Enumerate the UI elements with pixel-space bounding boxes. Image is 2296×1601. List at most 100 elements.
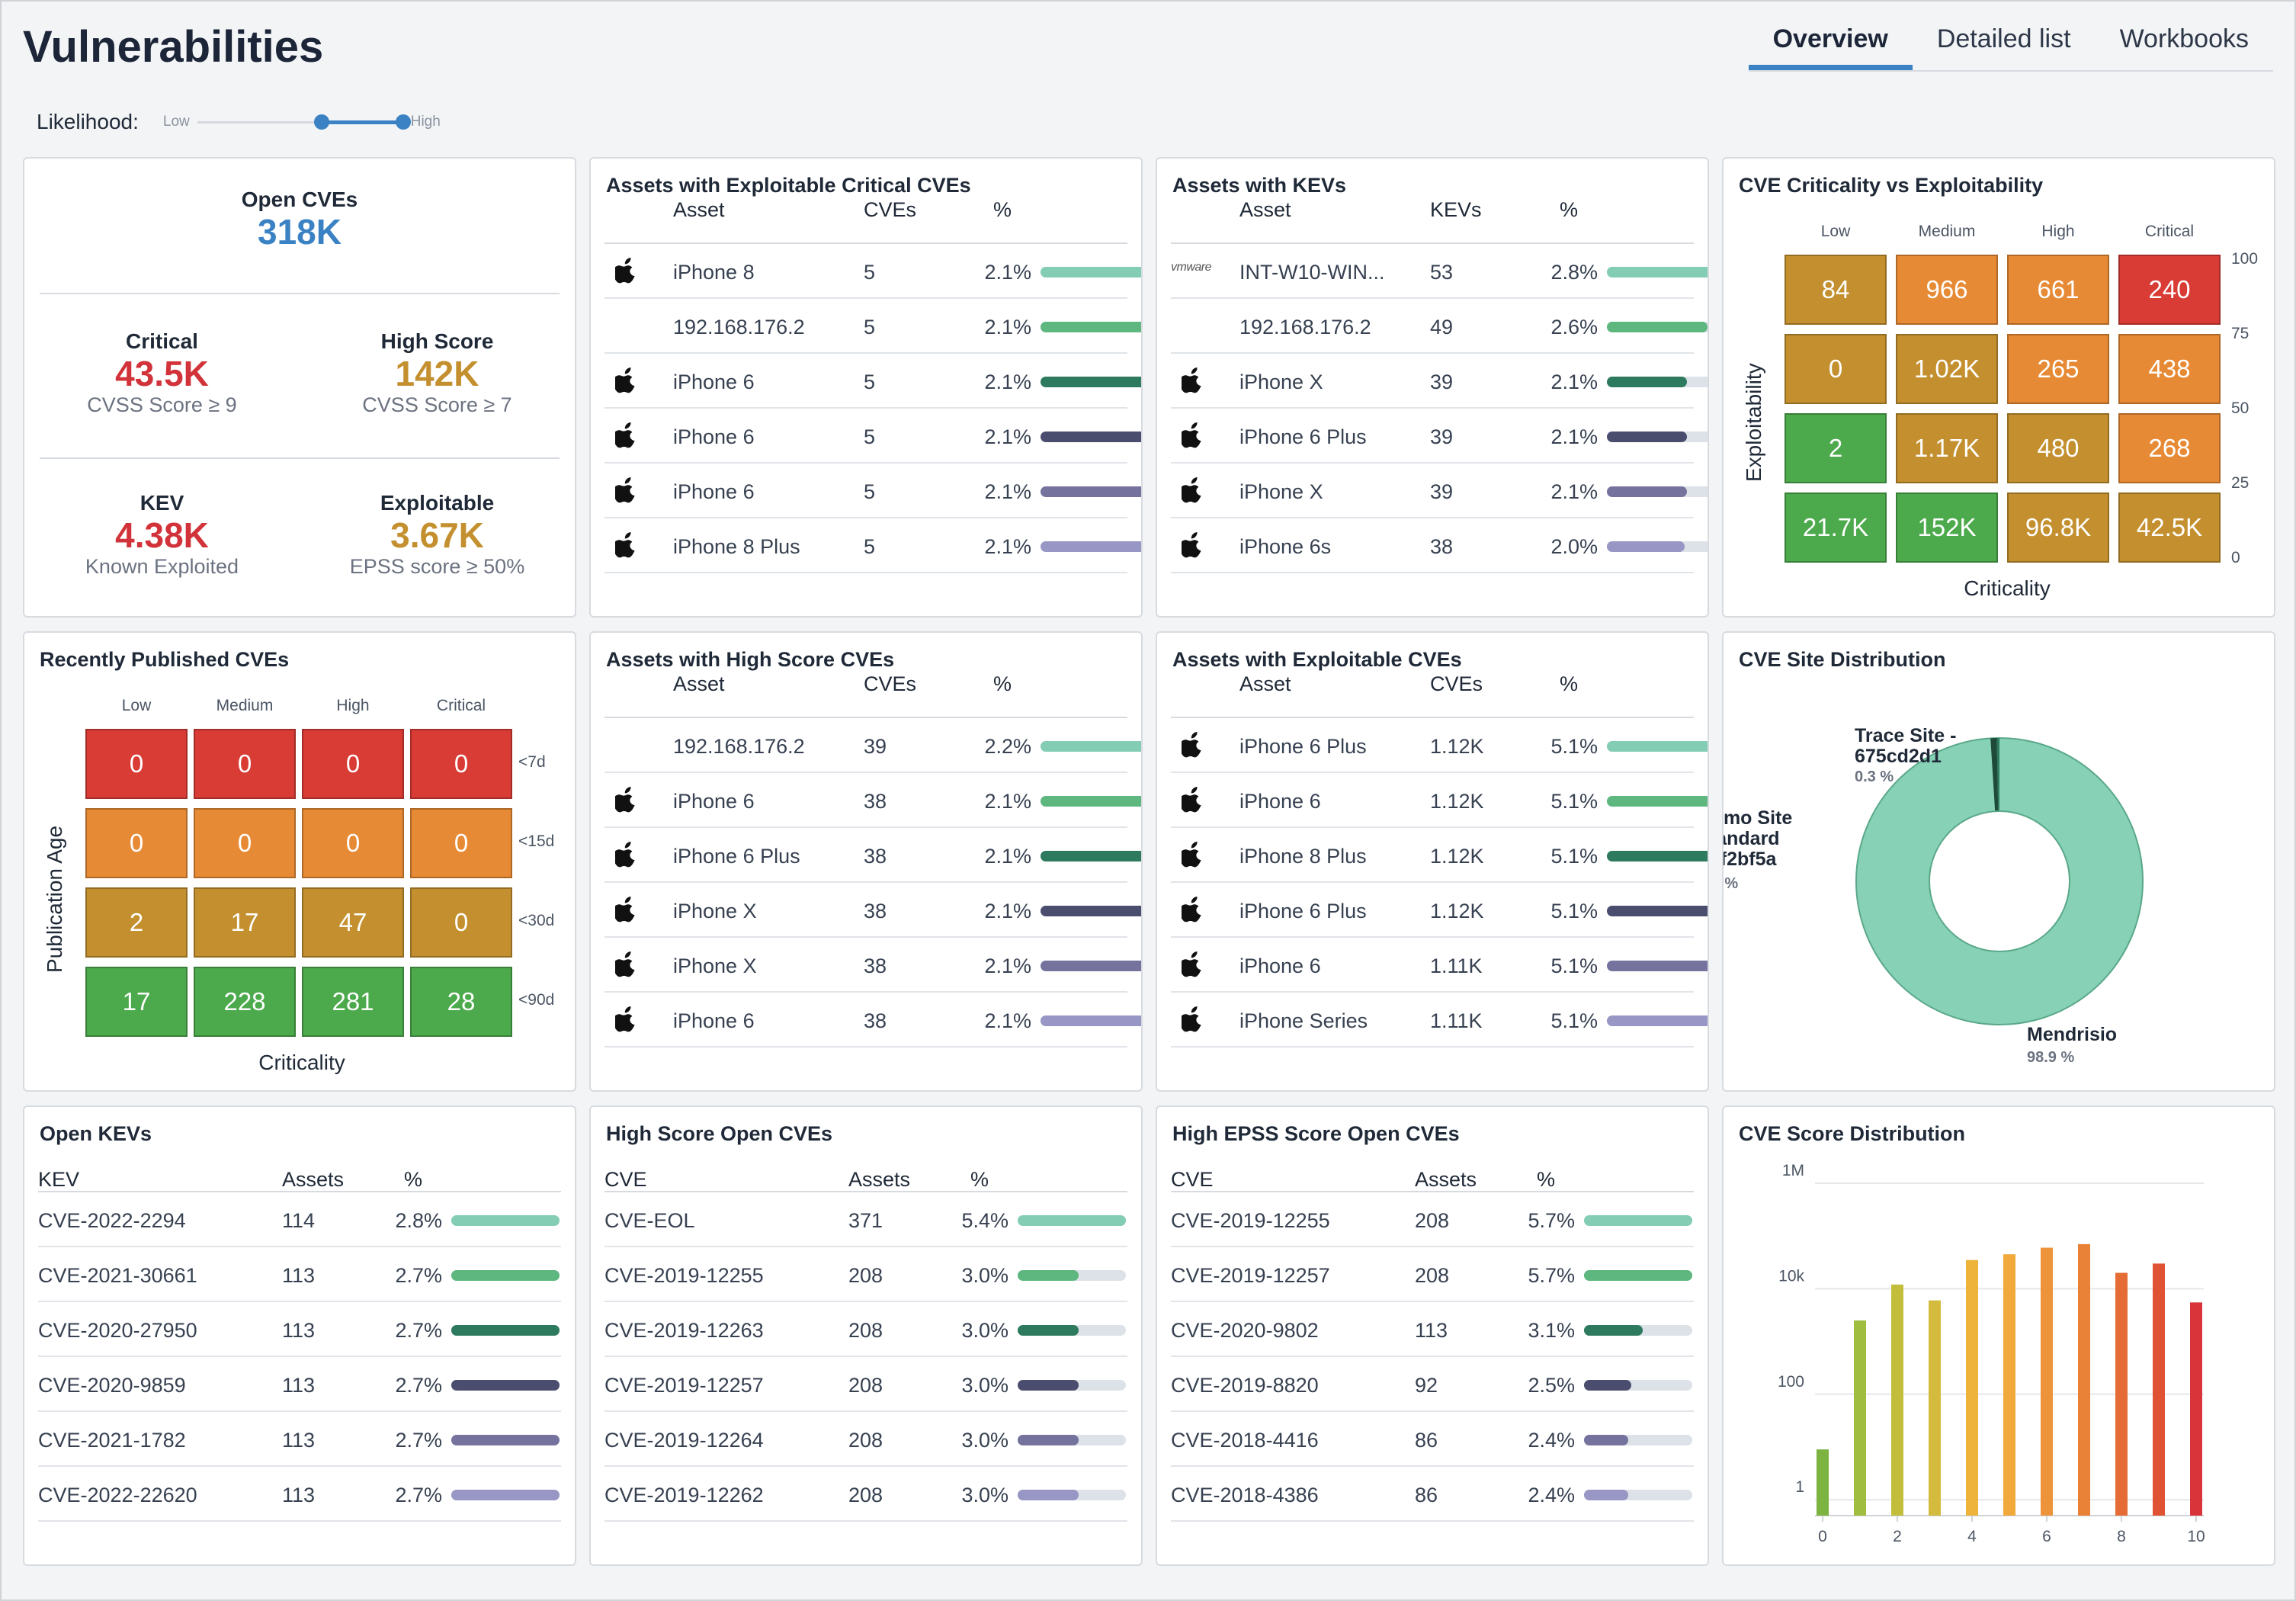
heat-cell[interactable]: 0	[410, 808, 512, 878]
heat-cell[interactable]: 47	[302, 887, 404, 958]
table-row[interactable]: CVE-2020-9802 113 3.1%	[1171, 1302, 1694, 1357]
heat-cell[interactable]: 228	[194, 967, 296, 1037]
tab-workbooks[interactable]: Workbooks	[2119, 24, 2249, 53]
heat-cell[interactable]: 0	[302, 729, 404, 799]
heat-cell[interactable]: 0	[85, 808, 188, 878]
heat-cell[interactable]: 96.8K	[2007, 492, 2109, 563]
column-header[interactable]: KEV	[38, 1168, 80, 1191]
score-bar[interactable]	[2190, 1302, 2202, 1516]
table-row[interactable]: CVE-2019-12263 208 3.0%	[604, 1302, 1127, 1357]
table-row[interactable]: iPhone Series 1.11K 5.1%	[1171, 993, 1708, 1048]
heat-cell[interactable]: 2	[85, 887, 188, 958]
score-bar[interactable]	[1854, 1320, 1866, 1516]
score-bar[interactable]	[2153, 1263, 2165, 1516]
table-row[interactable]: iPhone X 38 2.1%	[604, 883, 1141, 938]
column-header[interactable]: CVEs	[864, 198, 917, 221]
heat-cell[interactable]: 281	[302, 967, 404, 1037]
table-row[interactable]: 192.168.176.2 39 2.2%	[604, 718, 1141, 773]
table-row[interactable]: iPhone X 39 2.1%	[1171, 354, 1708, 409]
tab-overview[interactable]: Overview	[1748, 24, 1913, 70]
table-row[interactable]: iPhone 6 5 2.1%	[604, 464, 1141, 518]
score-bar[interactable]	[2041, 1247, 2053, 1516]
column-header[interactable]: Assets	[848, 1168, 911, 1191]
table-row[interactable]: iPhone 6 Plus 1.12K 5.1%	[1171, 883, 1708, 938]
column-header[interactable]: %	[970, 1168, 989, 1191]
heat-cell[interactable]: 28	[410, 967, 512, 1037]
table-row[interactable]: iPhone X 39 2.1%	[1171, 464, 1708, 518]
table-row[interactable]: iPhone 8 Plus 5 2.1%	[604, 518, 1141, 573]
heat-cell[interactable]: 240	[2118, 255, 2221, 325]
column-header[interactable]: %	[1560, 198, 1579, 221]
heat-cell[interactable]: 438	[2118, 334, 2221, 404]
table-row[interactable]: CVE-2019-12262 208 3.0%	[604, 1467, 1127, 1522]
table-row[interactable]: iPhone 6 5 2.1%	[604, 354, 1141, 409]
column-header[interactable]: CVE	[604, 1168, 647, 1191]
table-row[interactable]: CVE-2018-4416 86 2.4%	[1171, 1412, 1694, 1467]
heat-cell[interactable]: 2	[1785, 413, 1887, 483]
heat-cell[interactable]: 17	[85, 967, 188, 1037]
heat-cell[interactable]: 0	[1785, 334, 1887, 404]
table-row[interactable]: CVE-2021-1782 113 2.7%	[38, 1412, 561, 1467]
table-row[interactable]: CVE-2019-12264 208 3.0%	[604, 1412, 1127, 1467]
table-row[interactable]: CVE-2020-9859 113 2.7%	[38, 1357, 561, 1412]
tab-detailed-list[interactable]: Detailed list	[1936, 24, 2071, 53]
heat-cell[interactable]: 0	[194, 729, 296, 799]
table-row[interactable]: CVE-2021-30661 113 2.7%	[38, 1247, 561, 1302]
table-row[interactable]: CVE-2022-22620 113 2.7%	[38, 1467, 561, 1522]
heat-cell[interactable]: 42.5K	[2118, 492, 2221, 563]
table-row[interactable]: iPhone 6 1.12K 5.1%	[1171, 773, 1708, 828]
column-header[interactable]: Asset	[1239, 198, 1291, 221]
column-header[interactable]: CVE	[1171, 1168, 1214, 1191]
table-row[interactable]: 192.168.176.2 49 2.6%	[1171, 299, 1708, 354]
table-row[interactable]: iPhone 6 1.11K 5.1%	[1171, 938, 1708, 993]
table-row[interactable]: iPhone 6 38 2.1%	[604, 993, 1141, 1048]
heat-cell[interactable]: 1.17K	[1896, 413, 1998, 483]
column-header[interactable]: CVEs	[864, 672, 917, 695]
heat-cell[interactable]: 17	[194, 887, 296, 958]
table-row[interactable]: CVE-2019-12255 208 5.7%	[1171, 1192, 1694, 1247]
column-header[interactable]: %	[993, 672, 1012, 695]
heat-cell[interactable]: 0	[85, 729, 188, 799]
table-row[interactable]: iPhone 6 Plus 38 2.1%	[604, 828, 1141, 883]
heat-cell[interactable]: 966	[1896, 255, 1998, 325]
column-header[interactable]: %	[993, 198, 1012, 221]
score-bar[interactable]	[1966, 1259, 1978, 1516]
slider-handle-min[interactable]	[313, 114, 329, 130]
donut-slice-trace-site[interactable]	[1996, 738, 1999, 812]
table-row[interactable]: CVE-EOL 371 5.4%	[604, 1192, 1127, 1247]
table-row[interactable]: vmware INT-W10-WIN... 53 2.8%	[1171, 244, 1708, 299]
heat-cell[interactable]: 21.7K	[1785, 492, 1887, 563]
table-row[interactable]: 192.168.176.2 5 2.1%	[604, 299, 1141, 354]
table-row[interactable]: iPhone 6 5 2.1%	[604, 409, 1141, 464]
column-header[interactable]: %	[404, 1168, 423, 1191]
table-row[interactable]: iPhone 6s 38 2.0%	[1171, 518, 1708, 573]
score-bar[interactable]	[2078, 1243, 2090, 1516]
column-header[interactable]: %	[1537, 1168, 1556, 1191]
table-row[interactable]: CVE-2019-12257 208 3.0%	[604, 1357, 1127, 1412]
table-row[interactable]: iPhone 6 38 2.1%	[604, 773, 1141, 828]
score-bar[interactable]	[1817, 1449, 1829, 1516]
table-row[interactable]: CVE-2019-8820 92 2.5%	[1171, 1357, 1694, 1412]
heat-cell[interactable]: 0	[302, 808, 404, 878]
column-header[interactable]: CVEs	[1430, 672, 1483, 695]
column-header[interactable]: Assets	[1415, 1168, 1477, 1191]
column-header[interactable]: Asset	[1239, 672, 1291, 695]
table-row[interactable]: CVE-2018-4386 86 2.4%	[1171, 1467, 1694, 1522]
table-row[interactable]: iPhone 6 Plus 1.12K 5.1%	[1171, 718, 1708, 773]
table-row[interactable]: CVE-2019-12255 208 3.0%	[604, 1247, 1127, 1302]
table-row[interactable]: iPhone 8 Plus 1.12K 5.1%	[1171, 828, 1708, 883]
heat-cell[interactable]: 480	[2007, 413, 2109, 483]
score-bar[interactable]	[2003, 1254, 2015, 1516]
heat-cell[interactable]: 268	[2118, 413, 2221, 483]
heat-cell[interactable]: 661	[2007, 255, 2109, 325]
heat-cell[interactable]: 152K	[1896, 492, 1998, 563]
score-bar[interactable]	[2115, 1272, 2128, 1516]
table-row[interactable]: iPhone 6 Plus 39 2.1%	[1171, 409, 1708, 464]
table-row[interactable]: iPhone X 38 2.1%	[604, 938, 1141, 993]
column-header[interactable]: KEVs	[1430, 198, 1482, 221]
likelihood-slider[interactable]	[197, 111, 411, 133]
heat-cell[interactable]: 265	[2007, 334, 2109, 404]
table-row[interactable]: iPhone 8 5 2.1%	[604, 244, 1141, 299]
slider-handle-max[interactable]	[395, 114, 411, 130]
heat-cell[interactable]: 0	[410, 887, 512, 958]
